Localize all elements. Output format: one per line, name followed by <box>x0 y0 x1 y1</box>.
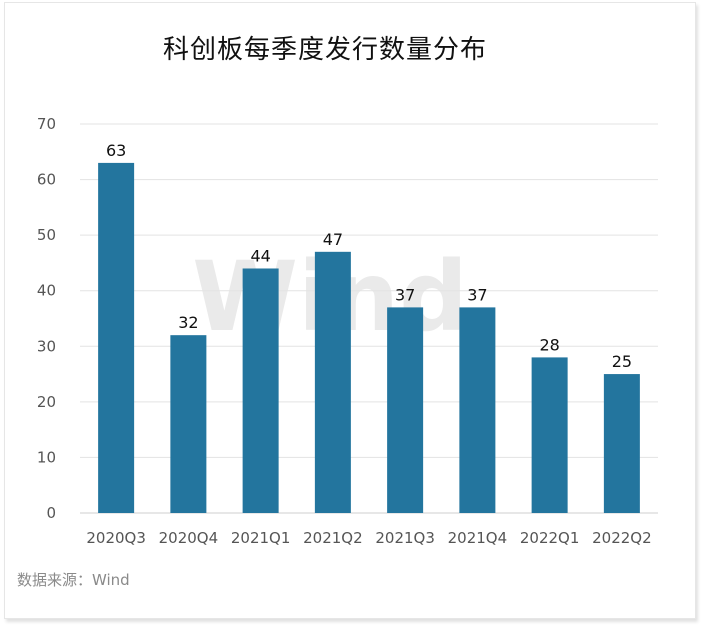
y-tick-label: 10 <box>37 448 56 466</box>
x-tick-label: 2020Q3 <box>86 529 146 547</box>
bar <box>98 162 135 513</box>
y-tick-label: 0 <box>46 504 56 522</box>
x-tick-label: 2022Q1 <box>520 529 580 547</box>
y-tick-label: 50 <box>37 226 56 244</box>
y-tick-label: 30 <box>37 337 56 355</box>
x-tick-label: 2021Q1 <box>231 529 291 547</box>
bar <box>314 251 351 514</box>
data-label: 28 <box>539 335 559 354</box>
x-tick-label: 2021Q4 <box>448 529 508 547</box>
y-tick-label: 70 <box>37 115 56 133</box>
data-label: 63 <box>106 141 126 160</box>
chart-title: 科创板每季度发行数量分布 <box>162 35 487 65</box>
data-label: 47 <box>323 230 343 249</box>
x-tick-label: 2021Q3 <box>375 529 435 547</box>
x-tick-label: 2020Q4 <box>159 529 219 547</box>
data-label: 44 <box>250 246 270 265</box>
data-source: 数据来源：Wind <box>17 571 130 589</box>
bar <box>170 335 207 513</box>
data-label: 25 <box>612 352 632 371</box>
data-label: 37 <box>467 285 487 304</box>
y-tick-label: 40 <box>37 282 56 300</box>
y-tick-label: 60 <box>37 171 56 189</box>
data-label: 32 <box>178 313 198 332</box>
y-tick-label: 20 <box>37 393 56 411</box>
bar <box>603 374 640 513</box>
bar <box>242 268 279 513</box>
x-tick-label: 2021Q2 <box>303 529 363 547</box>
x-tick-label: 2022Q2 <box>592 529 652 547</box>
bar <box>531 357 568 513</box>
data-label: 37 <box>395 285 415 304</box>
bar <box>387 307 424 513</box>
bar <box>459 307 496 513</box>
